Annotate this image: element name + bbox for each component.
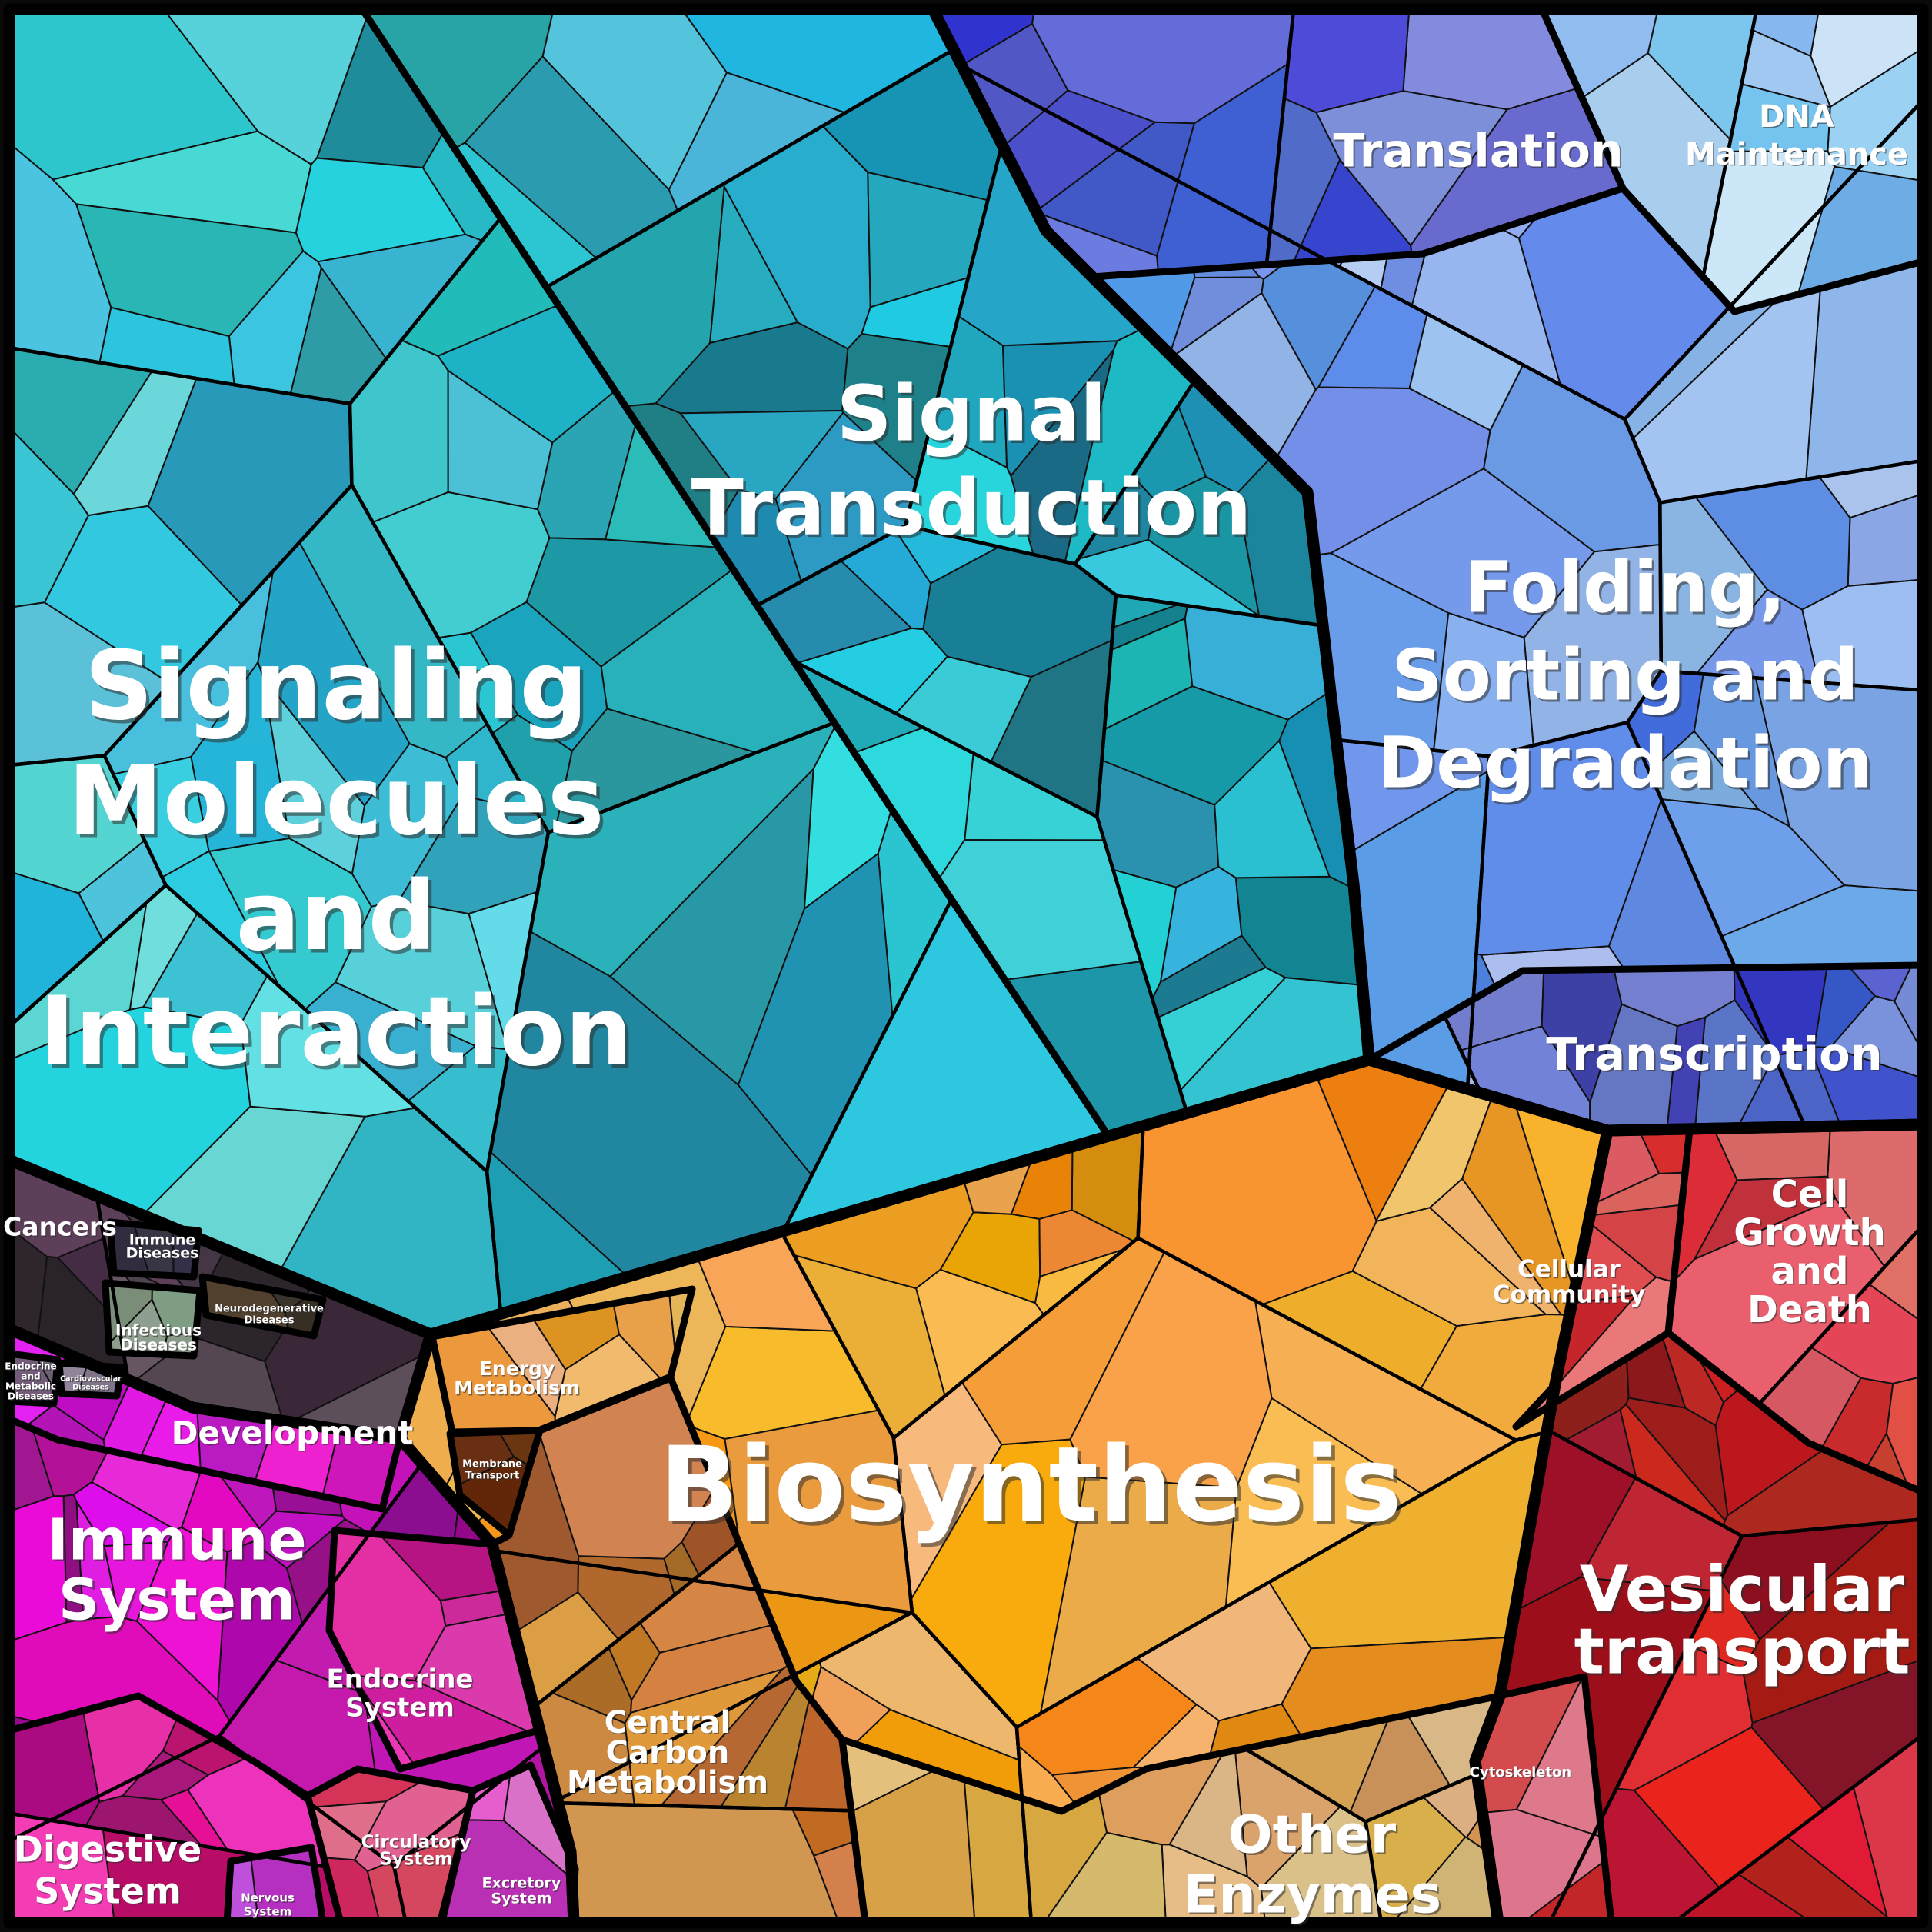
region-cells-dna_m <box>1541 8 1924 312</box>
label-neuro: Neurodegenerative Diseases <box>215 1304 324 1327</box>
label-vesicular: Vesicular transport <box>1574 1553 1910 1688</box>
label-immune_sys-shadow: Immune System <box>49 1509 308 1635</box>
voronoi-cell <box>840 530 932 631</box>
region-cells-layer <box>8 8 1924 1924</box>
label-immune_dis-shadow: Immune Diseases <box>127 1233 200 1263</box>
label-development: Development <box>172 1414 414 1452</box>
label-cardio: Cardiovascular Diseases <box>60 1375 122 1392</box>
region-cells-cyto <box>1474 1676 1612 1924</box>
label-biosynthesis: Biosynthesis <box>659 1424 1402 1545</box>
region-cells-excretory <box>441 1764 576 1924</box>
label-central_carbon: Central Carbon Metabolism <box>567 1705 768 1800</box>
voronoi-cell <box>557 1802 840 1924</box>
voronoi-cell <box>136 1527 228 1701</box>
region-cells-sm_i <box>8 8 1109 1335</box>
label-cyto: Cytoskeleton <box>1470 1764 1572 1780</box>
label-excretory-shadow: Excretory System <box>483 1876 562 1908</box>
label-other_enz: Other Enzymes <box>1183 1805 1441 1926</box>
label-infectious: Infectious Diseases <box>115 1321 202 1354</box>
voronoi-cell <box>447 369 554 511</box>
label-other_enz-shadow: Other Enzymes <box>1184 1807 1443 1927</box>
family-border-dark <box>3 1154 437 1444</box>
label-biosynthesis-shadow: Biosynthesis <box>663 1428 1406 1549</box>
label-st: Signal Transduction <box>691 368 1252 552</box>
label-cyto-shadow: Cytoskeleton <box>1471 1766 1573 1782</box>
label-cellular_comm-shadow: Cellular Community <box>1494 1257 1646 1310</box>
region-border-endocrine <box>325 1527 542 1773</box>
label-membrane_tr-shadow: Membrane Transport <box>464 1460 524 1483</box>
label-cancers-shadow: Cancers <box>5 1213 118 1243</box>
label-endo_met-shadow: Endocrine and Metabolic Diseases <box>6 1362 58 1403</box>
label-infectious-shadow: Infectious Diseases <box>116 1322 202 1355</box>
label-translation: Translation <box>1333 125 1623 178</box>
label-immune_dis: Immune Diseases <box>126 1232 199 1262</box>
region-cells-st <box>361 8 1370 1137</box>
label-transcription: Transcription <box>1546 1028 1882 1081</box>
label-immune_sys: Immune System <box>47 1507 306 1634</box>
label-folding-shadow: Folding, Sorting and Degradation <box>1380 549 1875 807</box>
label-nervous-shadow: Nervous System <box>242 1892 296 1920</box>
label-vesicular-shadow: Vesicular transport <box>1576 1555 1912 1690</box>
label-central_carbon-shadow: Central Carbon Metabolism <box>568 1707 769 1802</box>
label-membrane_tr: Membrane Transport <box>462 1459 522 1482</box>
label-dna_m: DNA Maintenance <box>1685 99 1908 172</box>
labels-layer: Signaling Molecules and InteractionSignalin… <box>3 99 1912 1927</box>
label-st-shadow: Signal Transduction <box>694 371 1254 555</box>
region-cells-nervous <box>226 1847 324 1924</box>
label-nervous: Nervous System <box>241 1891 295 1919</box>
label-circulatory: Circulatory System <box>361 1833 471 1870</box>
family-borders-layer <box>3 3 1929 1929</box>
label-development-shadow: Development <box>172 1415 415 1453</box>
region-cells-cellular_comm <box>1515 1128 1690 1427</box>
family-border-blue <box>927 3 1929 1137</box>
region-border-infectious <box>102 1279 204 1360</box>
voronoi-cell <box>75 1501 120 1621</box>
region-border-neuro <box>198 1273 327 1340</box>
label-endocrine: Endocrine System <box>327 1664 474 1724</box>
label-dna_m-shadow: DNA Maintenance <box>1686 101 1909 174</box>
label-endocrine-shadow: Endocrine System <box>328 1665 475 1724</box>
label-cgd-shadow: Cell Growth and Death <box>1735 1174 1887 1333</box>
label-cgd: Cell Growth and Death <box>1734 1173 1886 1331</box>
label-translation-shadow: Translation <box>1335 126 1625 180</box>
voronoi-cell <box>1740 29 1831 108</box>
family-border-red <box>1469 1118 1929 1929</box>
label-neuro-shadow: Neurodegenerative Diseases <box>216 1304 325 1327</box>
label-sm_i-shadow: Signaling Molecules and Interaction <box>43 635 636 1091</box>
label-energy_met: Energy Metabolism <box>454 1357 580 1399</box>
label-circulatory-shadow: Circulatory System <box>362 1834 472 1870</box>
label-digestive-shadow: Digestive System <box>15 1830 202 1913</box>
label-cellular_comm: Cellular Community <box>1493 1256 1645 1309</box>
label-endo_met: Endocrine and Metabolic Diseases <box>5 1361 56 1402</box>
label-energy_met-shadow: Energy Metabolism <box>455 1359 581 1401</box>
label-digestive: Digestive System <box>14 1829 202 1912</box>
label-cardio-shadow: Cardiovascular Diseases <box>62 1376 123 1393</box>
region-cells-translation <box>932 8 1624 278</box>
label-cancers: Cancers <box>3 1212 117 1242</box>
label-transcription-shadow: Transcription <box>1547 1029 1884 1082</box>
label-sm_i: Signaling Molecules and Interaction <box>39 631 632 1088</box>
region-cells-energy_met <box>431 1288 693 1433</box>
label-folding: Folding, Sorting and Degradation <box>1377 546 1873 804</box>
label-excretory: Excretory System <box>482 1875 561 1907</box>
